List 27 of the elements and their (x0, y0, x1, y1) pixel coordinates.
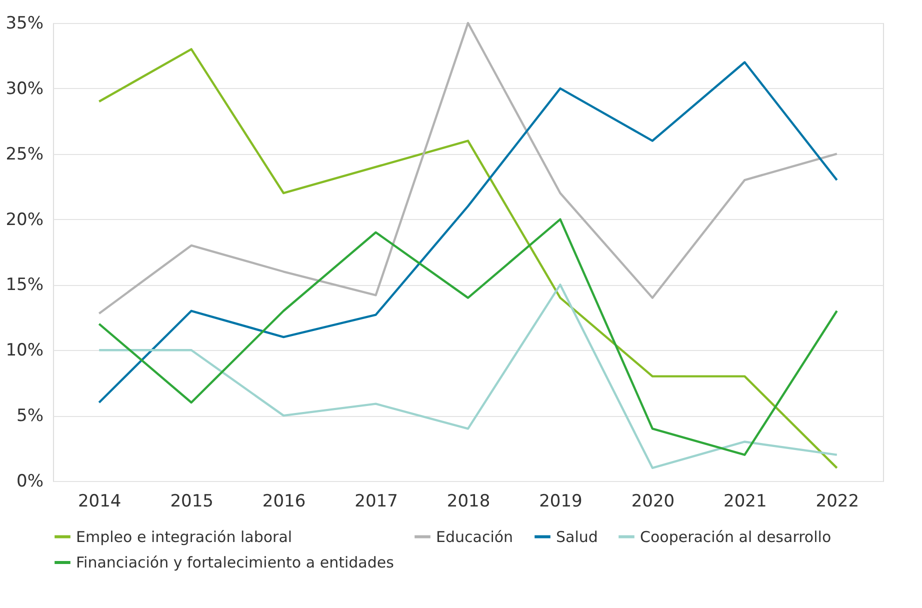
x-tick-label: 2014 (78, 492, 122, 512)
legend-label: Empleo e integración laboral (76, 528, 292, 546)
x-tick-label: 2019 (539, 492, 582, 512)
y-tick-label: 20% (6, 210, 44, 230)
x-tick-label: 2018 (446, 492, 490, 512)
line-series (98, 284, 838, 470)
y-tick-label: 25% (6, 144, 44, 164)
x-tick-label: 2015 (170, 492, 214, 512)
line-series (98, 218, 838, 456)
line-series (98, 22, 838, 315)
x-tick-label: 2017 (354, 492, 398, 512)
legend-label: Cooperación al desarrollo (640, 528, 832, 546)
legend-label: Salud (556, 528, 598, 546)
legend-label: Financiación y fortalecimiento a entidades (76, 554, 394, 572)
x-tick-label: 2022 (816, 492, 860, 512)
y-tick-label: 0% (16, 472, 44, 492)
x-tick-label: 2020 (631, 492, 675, 512)
line-series (98, 48, 838, 470)
y-tick-label: 30% (6, 78, 44, 99)
x-tick-label: 2021 (724, 492, 767, 512)
y-tick-label: 10% (6, 340, 44, 361)
y-tick-label: 5% (16, 406, 44, 426)
line-series (98, 61, 838, 404)
legend-label: Educación (436, 528, 514, 546)
y-tick-label: 15% (6, 275, 44, 296)
x-tick-label: 2016 (262, 492, 306, 512)
y-tick-label: 35% (6, 14, 44, 34)
